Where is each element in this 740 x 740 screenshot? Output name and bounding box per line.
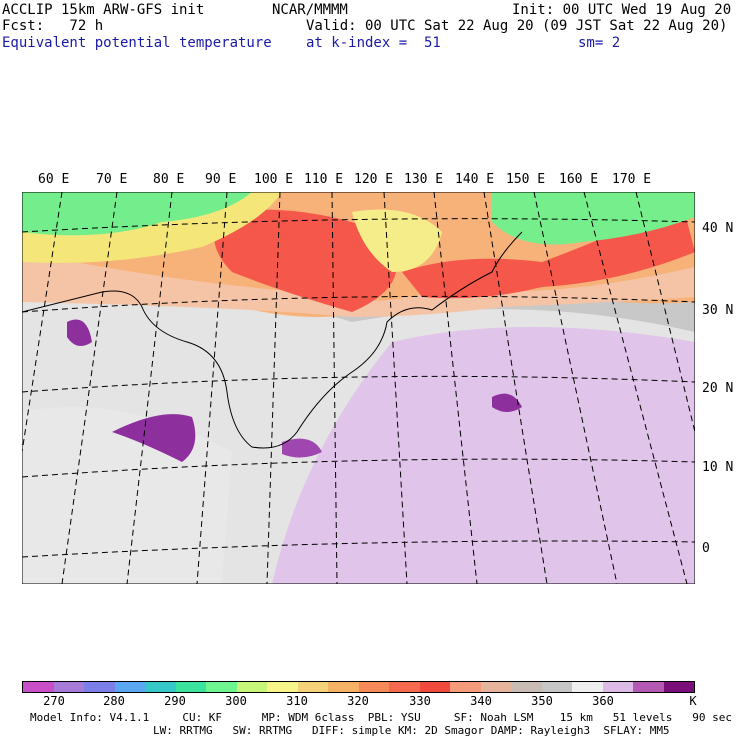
green-north-1 <box>22 192 252 246</box>
red-core-2 <box>402 202 695 299</box>
colorbar-label: 320 <box>347 694 369 708</box>
lon-label: 100 E <box>254 172 294 187</box>
arabian-high <box>67 319 92 346</box>
colorbar-swatch <box>450 682 481 692</box>
coastline <box>22 231 523 449</box>
lat-label: 40 N <box>702 221 734 236</box>
colorbar-unit: K <box>689 694 697 708</box>
lat-label: 0 <box>702 541 710 556</box>
lon-label: 60 E <box>38 172 70 187</box>
colorbar-label: 300 <box>225 694 247 708</box>
colorbar-swatch <box>602 682 633 692</box>
lat-label: 30 N <box>702 303 734 318</box>
lon-label: 160 E <box>559 172 599 187</box>
colorbar-swatch <box>84 682 115 692</box>
colorbar-swatch <box>328 682 359 692</box>
field-name: Equivalent potential temperature <box>2 35 272 51</box>
smoothing: sm= 2 <box>578 35 621 51</box>
yellow-patch <box>352 209 442 272</box>
red-core-1 <box>214 209 397 312</box>
ocean-pink-field <box>272 327 695 584</box>
model-info-line2: LW: RRTMG SW: RRTMG DIFF: simple KM: 2D … <box>153 724 670 737</box>
colorbar <box>22 681 695 693</box>
scs-high <box>282 438 322 458</box>
colorbar-swatch <box>145 682 176 692</box>
lat-label: 10 N <box>702 460 734 475</box>
lon-label: 140 E <box>455 172 495 187</box>
lon-label: 70 E <box>96 172 128 187</box>
lon-label: 150 E <box>506 172 546 187</box>
yellow-north <box>22 192 282 263</box>
colorbar-swatch <box>419 682 450 692</box>
theta-e-map <box>22 192 695 584</box>
model-title: ACCLIP 15km ARW-GFS init <box>2 2 205 18</box>
bay-bengal-high <box>112 414 196 462</box>
colorbar-swatch <box>572 682 603 692</box>
colorbar-swatch <box>541 682 572 692</box>
colorbar-label: 330 <box>409 694 431 708</box>
colorbar-swatch <box>175 682 206 692</box>
colorbar-swatch <box>297 682 328 692</box>
model-info-line1: Model Info: V4.1.1 CU: KF MP: WDM 6class… <box>30 711 732 724</box>
colorbar-label: 310 <box>286 694 308 708</box>
colorbar-swatch <box>358 682 389 692</box>
forecast-hour: Fcst: 72 h <box>2 18 104 34</box>
colorbar-label: 350 <box>531 694 553 708</box>
lat-label: 20 N <box>702 381 734 396</box>
colorbar-swatch <box>389 682 420 692</box>
salmon-field <box>22 252 695 317</box>
colorbar-swatch <box>53 682 84 692</box>
pacific-high <box>492 393 522 412</box>
lon-label: 80 E <box>153 172 185 187</box>
valid-time: Valid: 00 UTC Sat 22 Aug 20 (09 JST Sat … <box>306 18 728 34</box>
colorbar-swatch <box>267 682 298 692</box>
level-index: at k-index = 51 <box>306 35 441 51</box>
colorbar-label: 280 <box>103 694 125 708</box>
colorbar-label: 340 <box>470 694 492 708</box>
lon-label: 120 E <box>354 172 394 187</box>
colorbar-swatch <box>114 682 145 692</box>
colorbar-label: 360 <box>592 694 614 708</box>
colorbar-label: 270 <box>43 694 65 708</box>
lon-label: 170 E <box>612 172 652 187</box>
colorbar-swatch <box>663 682 694 692</box>
lon-label: 130 E <box>404 172 444 187</box>
colorbar-swatch <box>511 682 542 692</box>
lon-label: 110 E <box>304 172 344 187</box>
colorbar-label: 290 <box>164 694 186 708</box>
colorbar-swatch <box>23 682 54 692</box>
center-label: NCAR/MMMM <box>272 2 348 18</box>
colorbar-swatch <box>206 682 237 692</box>
graticule <box>22 192 695 584</box>
lon-label: 90 E <box>205 172 237 187</box>
colorbar-swatch <box>236 682 267 692</box>
init-time: Init: 00 UTC Wed 19 Aug 20 <box>512 2 732 18</box>
colorbar-swatch <box>633 682 664 692</box>
colorbar-swatch <box>480 682 511 692</box>
